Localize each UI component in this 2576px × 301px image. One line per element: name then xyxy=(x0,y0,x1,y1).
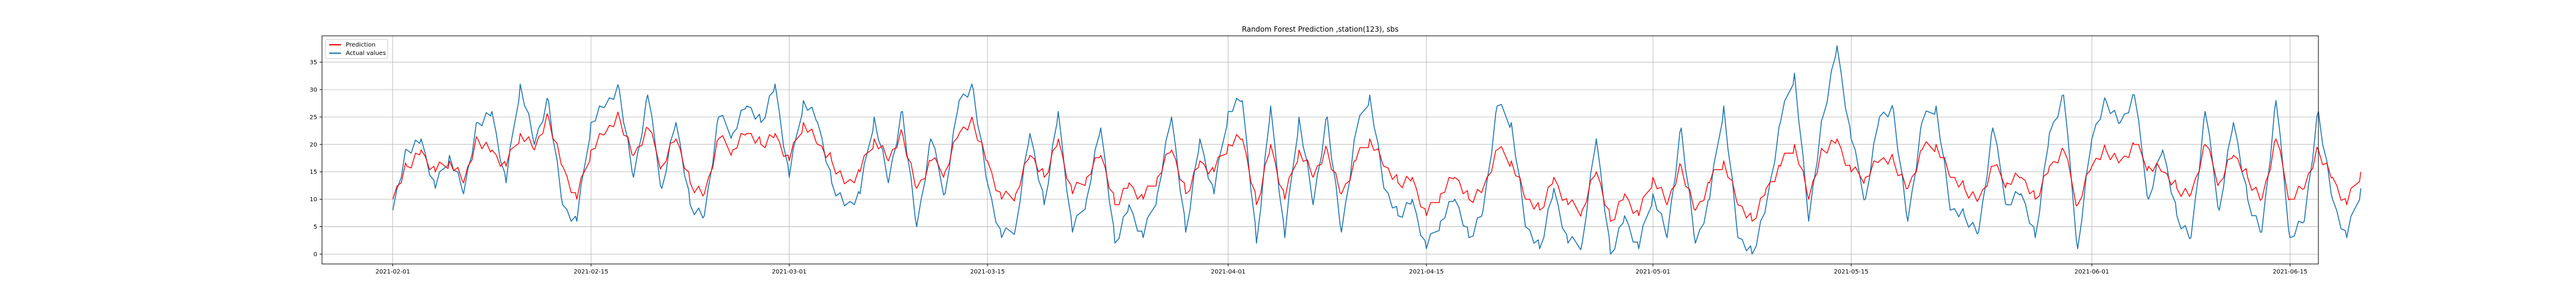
y-tick-label: 5 xyxy=(314,224,317,231)
plot-area-background xyxy=(322,36,2318,264)
x-tick-label: 2021-06-15 xyxy=(2272,269,2307,275)
x-tick-label: 2021-02-01 xyxy=(376,269,410,275)
x-tick-label: 2021-04-15 xyxy=(1409,269,1444,275)
plot-area-frame xyxy=(321,35,2319,265)
x-tick-label: 2021-02-15 xyxy=(574,269,608,275)
x-tick-label: 2021-06-01 xyxy=(2075,269,2109,275)
x-tick-label: 2021-03-15 xyxy=(970,269,1005,275)
chart-title: Random Forest Prediction ,station(123), … xyxy=(1242,25,1399,33)
grid xyxy=(322,36,2318,264)
legend: Prediction Actual values xyxy=(325,39,388,59)
x-tick-label: 2021-04-01 xyxy=(1211,269,1246,275)
series-line-prediction xyxy=(392,111,2361,222)
x-tick-label: 2021-03-01 xyxy=(772,269,807,275)
y-tick-label: 30 xyxy=(309,87,317,93)
x-tick-label: 2021-05-01 xyxy=(1636,269,1670,275)
legend-label-actual-values: Actual values xyxy=(346,50,386,57)
y-tick-label: 0 xyxy=(314,251,317,258)
series-line-actual-values xyxy=(392,45,2361,255)
x-tick-label: 2021-05-15 xyxy=(1834,269,1868,275)
y-tick-label: 25 xyxy=(309,114,317,121)
legend-label-prediction: Prediction xyxy=(346,42,376,48)
series-layer xyxy=(392,45,2361,255)
y-tick-label: 35 xyxy=(309,60,317,66)
axes: 2021-02-01 2021-02-15 2021-03-01 2021-03-15… xyxy=(309,60,2307,275)
y-tick-label: 15 xyxy=(309,169,317,176)
y-tick-label: 10 xyxy=(309,196,317,203)
y-tick-label: 20 xyxy=(309,142,317,148)
